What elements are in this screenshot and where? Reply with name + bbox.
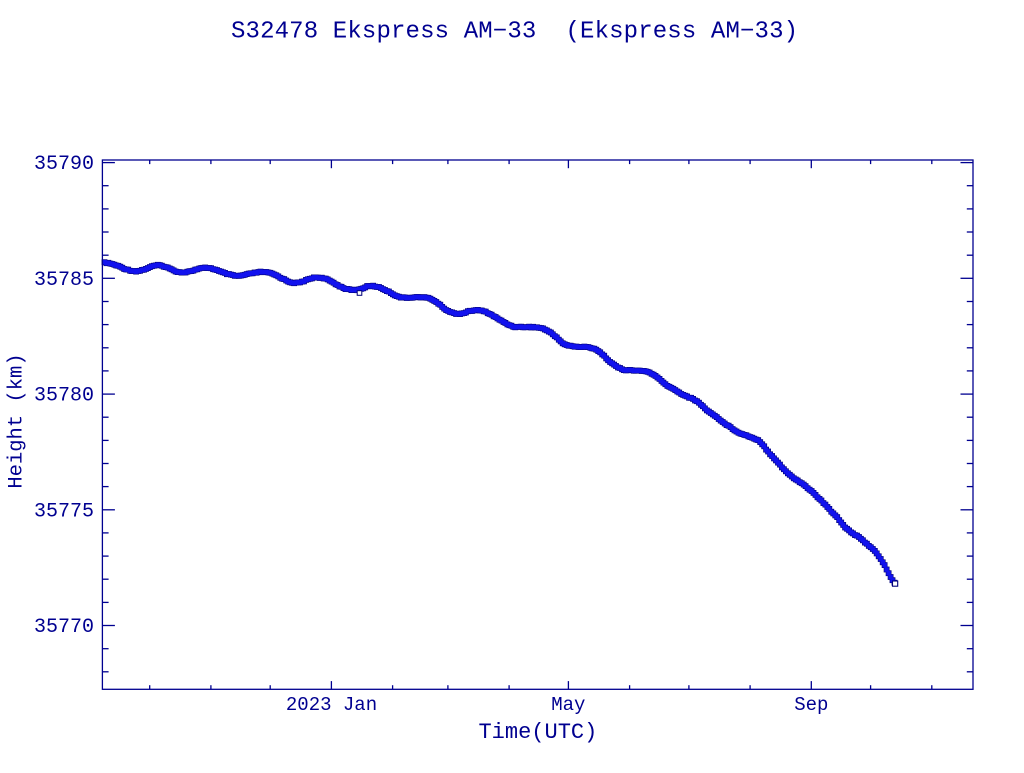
svg-text:35780: 35780 [34,385,94,408]
svg-text:35775: 35775 [34,500,94,523]
svg-text:Height (km): Height (km) [6,353,29,488]
svg-text:2023 Jan: 2023 Jan [286,694,377,716]
svg-text:35770: 35770 [34,616,94,639]
svg-text:May: May [551,694,585,716]
svg-text:Time(UTC): Time(UTC) [478,720,597,745]
svg-text:35785: 35785 [34,269,94,292]
svg-text:35790: 35790 [34,153,94,176]
svg-text:Sep: Sep [794,694,828,716]
svg-text:S32478 Ekspress AM−33 (Ekspre: S32478 Ekspress AM−33 (Ekspress AM−33) [231,18,798,45]
